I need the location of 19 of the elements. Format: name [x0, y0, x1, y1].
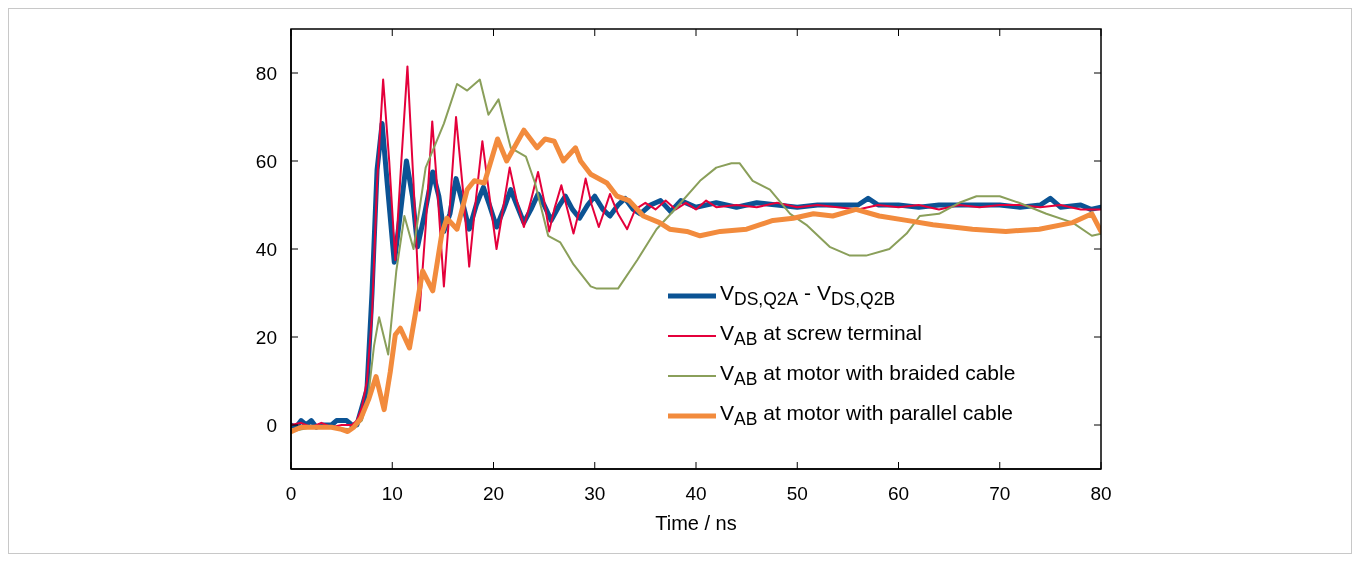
legend-label: V$_{DS,Q2A}$ - V$_{DS,Q2B}$	[720, 281, 896, 311]
legend-label: V$_{AB}$ at screw terminal	[720, 321, 922, 351]
x-tick-label: 70	[989, 483, 1011, 505]
y-tick-label: 40	[255, 238, 277, 260]
x-tick-label: 0	[285, 483, 297, 505]
x-tick-label: 20	[482, 483, 505, 505]
x-tick-label: 80	[1090, 483, 1112, 505]
x-tick-label: 60	[887, 483, 910, 505]
y-tick-label: 80	[255, 62, 277, 84]
y-tick-label: 60	[255, 150, 277, 172]
legend-label: V$_{AB}$ at motor with braided cable	[720, 361, 1016, 391]
legend-label: V$_{AB}$ at motor with parallel cable	[720, 401, 1013, 431]
x-tick-label: 30	[584, 483, 606, 505]
y-tick-label: 20	[255, 326, 277, 348]
x-tick-label: 10	[381, 483, 403, 505]
x-tick-label: 50	[786, 483, 808, 505]
x-axis-title: Time / ns	[655, 512, 737, 534]
x-tick-label: 40	[685, 483, 707, 505]
y-tick-label: 0	[266, 414, 277, 436]
